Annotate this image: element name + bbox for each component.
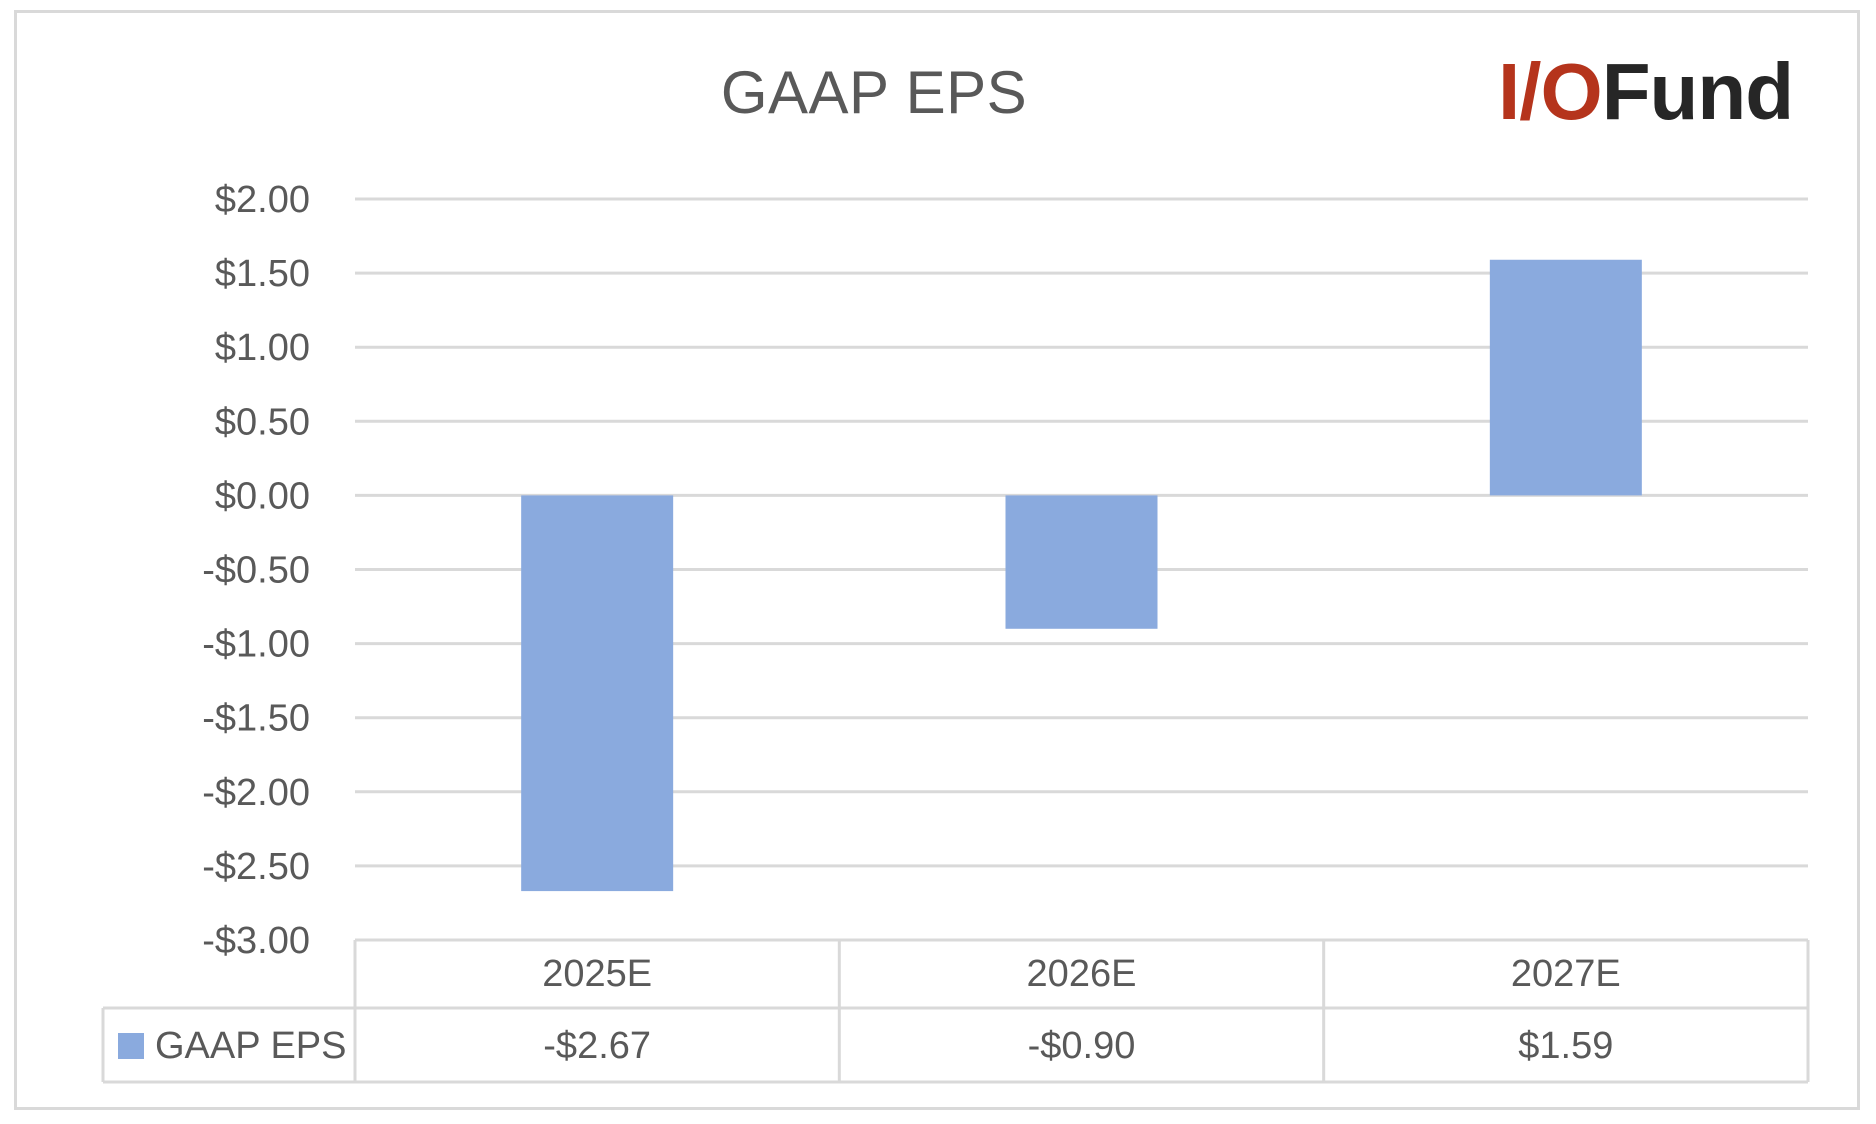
- y-tick-label: $1.00: [215, 327, 310, 369]
- bar: [1489, 259, 1642, 496]
- data-table-value: -$2.67: [543, 1025, 651, 1067]
- y-tick-label: -$2.00: [202, 772, 310, 814]
- category-label: 2025E: [542, 953, 652, 995]
- data-table-value: $1.59: [1518, 1025, 1613, 1067]
- y-tick-label: -$1.50: [202, 698, 310, 740]
- category-label: 2026E: [1027, 953, 1137, 995]
- y-tick-label: $0.00: [215, 475, 310, 517]
- legend-swatch: [118, 1033, 144, 1059]
- io-fund-logo: I/OFund: [1498, 47, 1794, 136]
- chart-title: GAAP EPS: [720, 59, 1028, 126]
- data-table-value: -$0.90: [1028, 1025, 1136, 1067]
- y-tick-label: -$0.50: [202, 550, 310, 592]
- y-tick-label: $0.50: [215, 401, 310, 443]
- category-label: 2027E: [1511, 953, 1621, 995]
- y-tick-label: $1.50: [215, 253, 310, 295]
- bar: [1005, 495, 1158, 629]
- chart-frame: [14, 10, 1860, 1110]
- y-tick-label: -$2.50: [202, 846, 310, 888]
- y-tick-label: -$3.00: [202, 920, 310, 962]
- legend-label: GAAP EPS: [155, 1025, 347, 1067]
- y-tick-label: $2.00: [215, 179, 310, 221]
- bar: [521, 495, 674, 892]
- y-tick-label: -$1.00: [202, 624, 310, 666]
